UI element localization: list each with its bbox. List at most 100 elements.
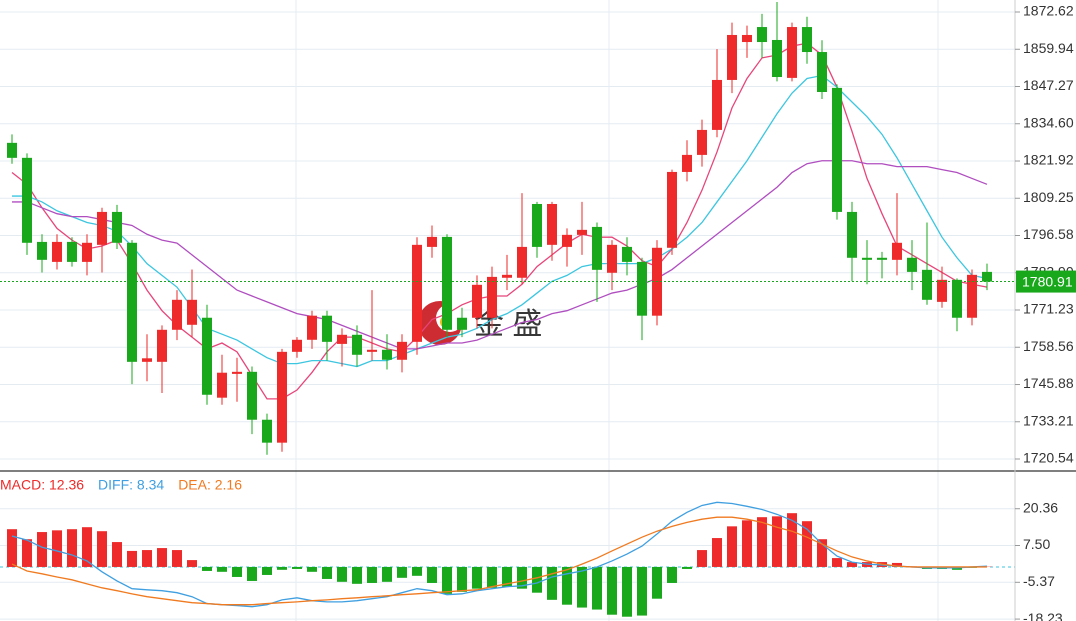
macd-bar xyxy=(142,550,152,567)
candle-body xyxy=(112,211,122,243)
candle-body xyxy=(847,211,857,258)
macd-bar xyxy=(487,566,497,588)
macd-bar xyxy=(562,566,572,605)
legend-entry: MACD: 12.36 xyxy=(0,477,84,493)
macd-bar xyxy=(457,566,467,592)
y-tick-label: 1834.60 xyxy=(1023,114,1074,130)
macd-bar xyxy=(397,566,407,578)
macd-bar xyxy=(532,566,542,593)
y-tick-label: 1771.23 xyxy=(1023,301,1074,317)
y-tick-label: -18.23 xyxy=(1023,610,1063,621)
macd-bar xyxy=(787,513,797,567)
macd-bar xyxy=(187,560,197,567)
macd-bar xyxy=(172,550,182,567)
macd-bar xyxy=(697,550,707,567)
y-tick-label: 1872.62 xyxy=(1023,3,1074,19)
macd-bar xyxy=(127,550,137,567)
y-tick-label: 20.36 xyxy=(1023,499,1058,515)
y-tick-label: 1847.27 xyxy=(1023,77,1074,93)
macd-bar xyxy=(847,562,857,567)
candle-body xyxy=(127,242,137,362)
y-tick-label: -5.37 xyxy=(1023,573,1055,589)
macd-bar xyxy=(67,529,77,567)
macd-line xyxy=(11,501,988,608)
macd-bar xyxy=(892,562,902,567)
macd-bar xyxy=(667,566,677,583)
candle-body xyxy=(292,339,302,352)
macd-bar xyxy=(322,566,332,579)
candle-body xyxy=(487,276,497,318)
macd-bar xyxy=(277,566,287,570)
last-price-label: 1780.91 xyxy=(1022,273,1073,289)
candle-body xyxy=(862,257,872,260)
last-price-box xyxy=(1016,270,1076,293)
macd-bar xyxy=(502,566,512,587)
macd-bar xyxy=(292,566,302,569)
y-tick-label: 1745.88 xyxy=(1023,375,1074,391)
macd-bar xyxy=(637,566,647,616)
candle-body xyxy=(157,329,167,362)
candle-body xyxy=(502,274,512,278)
candle-body xyxy=(7,142,17,158)
candle-body xyxy=(877,257,887,260)
candle-body xyxy=(727,34,737,80)
moving-average xyxy=(12,160,988,350)
candle-body xyxy=(967,274,977,318)
macd-bar xyxy=(652,566,662,599)
candle-body xyxy=(787,27,797,78)
candle-body xyxy=(22,157,32,243)
macd-bar xyxy=(247,566,257,581)
candle-body xyxy=(577,229,587,235)
macd-bar xyxy=(817,539,827,567)
candle-body xyxy=(352,334,362,355)
candle-body xyxy=(37,241,47,260)
candle-body xyxy=(97,211,107,245)
candle-body xyxy=(142,358,152,362)
macd-bar xyxy=(352,566,362,584)
candle-body xyxy=(517,246,527,278)
macd-bar xyxy=(712,538,722,567)
candle-body xyxy=(952,279,962,318)
macd-bar xyxy=(592,566,602,610)
candle-body xyxy=(802,27,812,53)
candle-body xyxy=(682,154,692,172)
candle-body xyxy=(442,236,452,330)
macd-bar xyxy=(262,566,272,575)
macd-bar xyxy=(832,558,842,567)
macd-bar xyxy=(727,526,737,567)
candle-body xyxy=(472,284,482,318)
macd-bar xyxy=(367,566,377,583)
macd-bar xyxy=(547,566,557,600)
macd-bar xyxy=(442,566,452,594)
candle-body xyxy=(817,52,827,93)
macd-bar xyxy=(82,527,92,567)
y-tick-label: 1733.21 xyxy=(1023,412,1074,428)
candle-body xyxy=(592,226,602,270)
macd-bar xyxy=(217,566,227,572)
y-tick-label: 1859.94 xyxy=(1023,40,1074,56)
macd-bar xyxy=(517,566,527,589)
candle-body xyxy=(712,79,722,130)
candle-body xyxy=(922,269,932,300)
candle-body xyxy=(412,244,422,342)
candle-body xyxy=(232,371,242,374)
candle-body xyxy=(667,171,677,248)
candle-body xyxy=(67,241,77,262)
macd-bar xyxy=(772,516,782,567)
candle-body xyxy=(382,349,392,360)
macd-bar xyxy=(232,566,242,577)
macd-bar xyxy=(307,566,317,572)
macd-bar xyxy=(22,539,32,567)
candle-body xyxy=(337,334,347,344)
macd-bar xyxy=(427,566,437,583)
macd-bar xyxy=(607,566,617,615)
candle-body xyxy=(982,271,992,282)
y-tick-label: 1720.54 xyxy=(1023,450,1074,466)
candle-body xyxy=(52,241,62,262)
y-tick-label: 1758.56 xyxy=(1023,338,1074,354)
macd-bar xyxy=(97,531,107,567)
macd-bar xyxy=(157,548,167,567)
candle-body xyxy=(832,87,842,212)
candle-body xyxy=(622,246,632,262)
